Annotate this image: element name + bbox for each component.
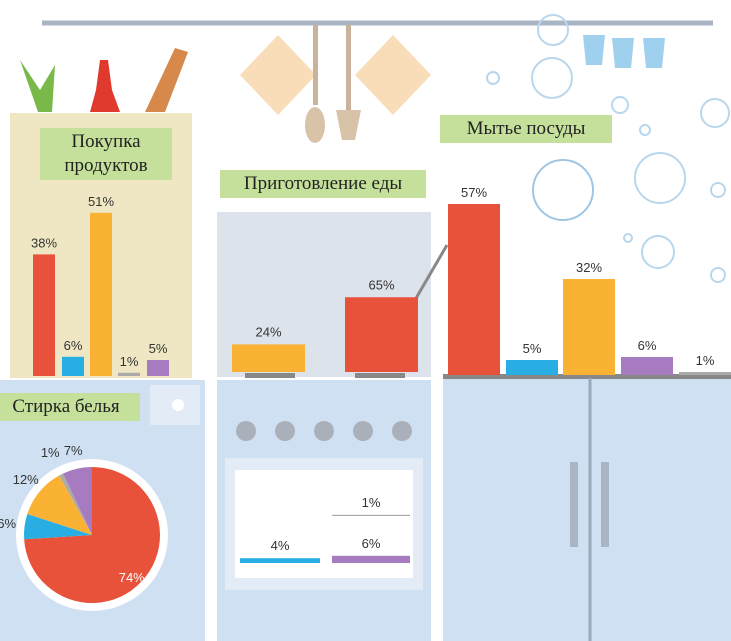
bar [90,212,112,376]
chart-title: Покупка продуктов [40,128,172,180]
value-label: 6% [0,516,17,531]
chart-title: Стирка белья [0,393,140,421]
value-label: 32% [576,260,602,275]
pie-slice [63,467,92,535]
value-label: 1% [41,445,60,460]
bar [506,360,558,375]
chart-title: Приготовление еды [220,170,426,198]
value-label: 6% [64,338,83,353]
bar [62,356,84,376]
bar [621,357,673,375]
value-label: 5% [149,341,168,356]
cabinet [443,378,731,641]
pan [345,297,418,372]
value-label: 12% [13,472,39,487]
pan [232,344,305,372]
value-label: 6% [638,338,657,353]
value-label: 1% [362,495,381,510]
pie-slice [59,473,92,535]
value-label: 6% [362,536,381,551]
burner [245,373,295,378]
fork [346,25,351,110]
oven-bar [332,555,410,563]
potholder [355,35,431,115]
bar [118,372,140,376]
value-label: 1% [696,353,715,368]
bar [33,254,55,376]
bread [145,48,188,112]
value-label: 7% [64,443,83,458]
cups [583,35,665,68]
fork [336,110,361,140]
pie-slice [27,475,93,535]
value-label: 24% [255,324,281,339]
bar [147,360,169,376]
burner [355,373,405,378]
value-label: 38% [31,235,57,250]
pie-slice [24,467,160,604]
handle [601,462,609,547]
bubbles [486,14,730,283]
value-label: 4% [271,538,290,553]
value-label: 57% [461,185,487,200]
chart-title: Мытье посуды [440,115,612,143]
greens [20,60,55,112]
handle [570,462,578,547]
washer-button [172,399,184,411]
bar [563,279,615,375]
value-label: 74% [119,570,145,585]
bottle [90,60,120,112]
value-label: 5% [523,341,542,356]
counter [443,374,731,379]
spoon [313,25,318,105]
spoon [305,107,325,143]
oven-bar [332,514,410,516]
value-label: 65% [368,277,394,292]
value-label: 51% [88,194,114,209]
potholder [240,35,316,115]
value-label: 1% [120,354,139,369]
knobs [236,421,412,441]
bar [448,204,500,375]
oven-bar [240,558,320,563]
pot-handle [413,244,449,301]
bar [679,372,731,375]
pie-slice [23,513,92,540]
